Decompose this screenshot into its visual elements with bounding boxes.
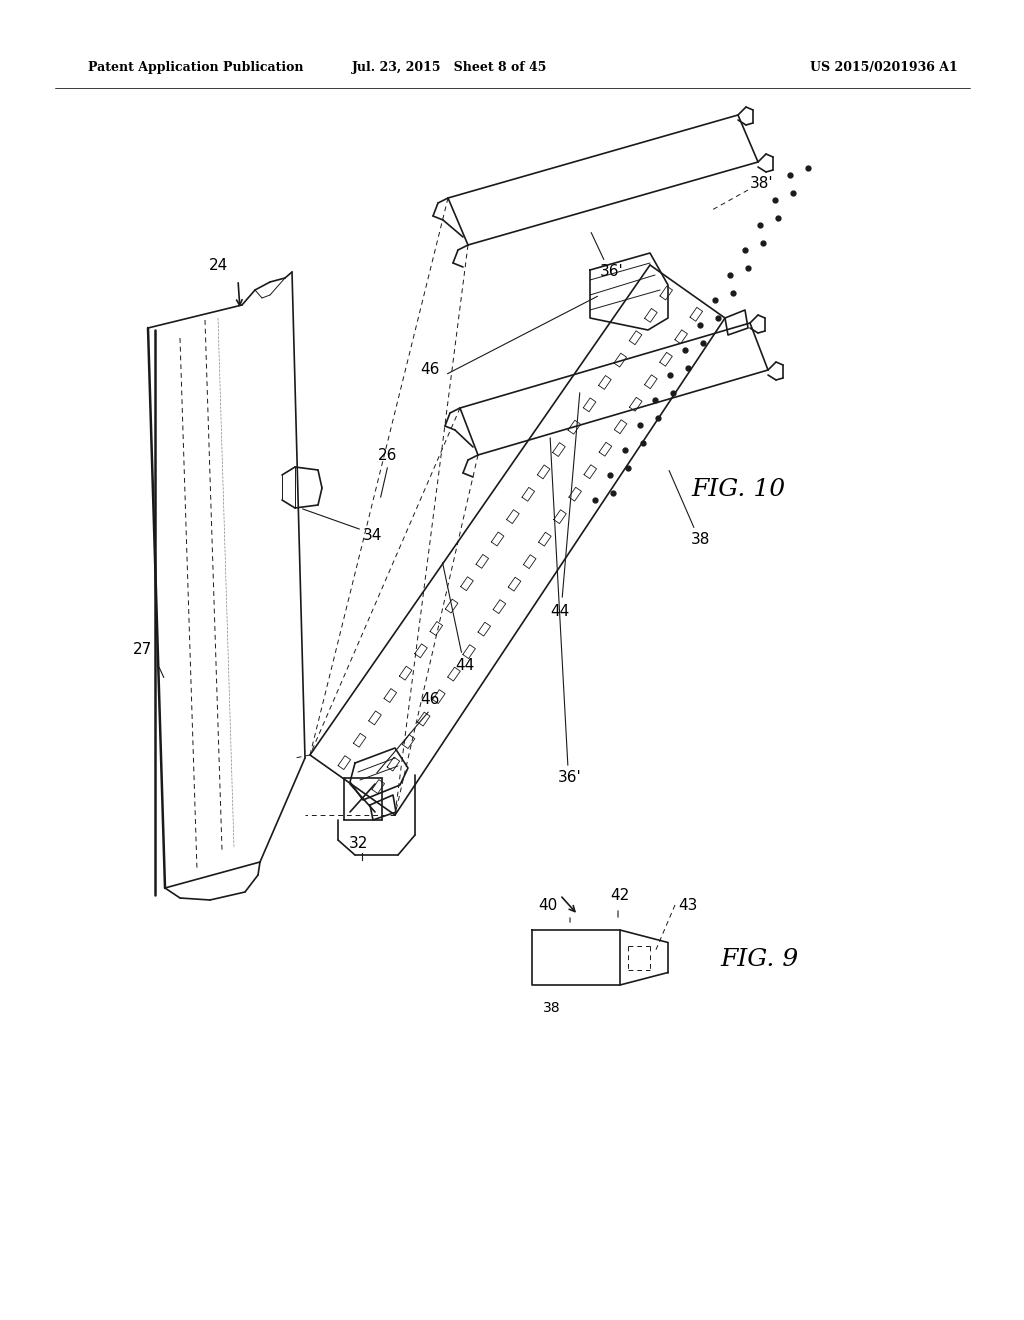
Text: 27: 27 bbox=[132, 643, 152, 657]
Text: Jul. 23, 2015   Sheet 8 of 45: Jul. 23, 2015 Sheet 8 of 45 bbox=[352, 62, 548, 74]
Text: 38': 38' bbox=[751, 176, 774, 190]
Text: 42: 42 bbox=[610, 887, 630, 903]
Text: FIG. 9: FIG. 9 bbox=[721, 949, 799, 972]
Text: 32: 32 bbox=[348, 836, 368, 850]
Text: 24: 24 bbox=[208, 257, 227, 272]
Text: 44: 44 bbox=[456, 657, 475, 672]
Text: Patent Application Publication: Patent Application Publication bbox=[88, 62, 303, 74]
Text: 43: 43 bbox=[678, 898, 697, 912]
Text: 38: 38 bbox=[543, 1001, 561, 1015]
Text: 34: 34 bbox=[362, 528, 382, 543]
Text: 36': 36' bbox=[600, 264, 624, 280]
Text: FIG. 10: FIG. 10 bbox=[691, 479, 785, 502]
Text: 46: 46 bbox=[420, 693, 439, 708]
Text: 44: 44 bbox=[550, 605, 569, 619]
Text: 38: 38 bbox=[690, 532, 710, 548]
Text: 40: 40 bbox=[539, 898, 558, 912]
Text: 26: 26 bbox=[378, 447, 397, 462]
Text: 36': 36' bbox=[558, 771, 582, 785]
Text: 46: 46 bbox=[420, 363, 439, 378]
Text: US 2015/0201936 A1: US 2015/0201936 A1 bbox=[810, 62, 957, 74]
